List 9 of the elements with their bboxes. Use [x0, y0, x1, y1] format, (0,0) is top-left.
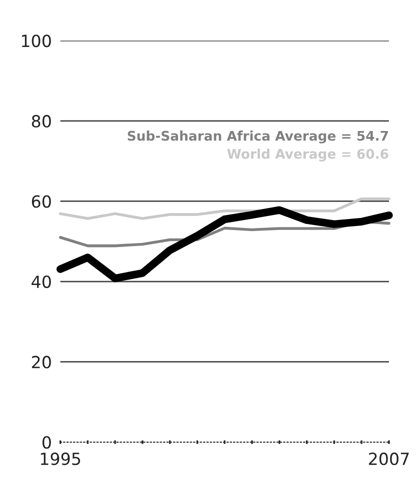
x-tick-label: 2007 — [368, 452, 409, 466]
y-tick-label: 20 — [32, 356, 51, 368]
y-tick-label: 0 — [42, 436, 51, 449]
y-tick-label: 80 — [32, 114, 51, 128]
y-tick-label: 60 — [32, 195, 51, 208]
x-tick-label: 1995 — [40, 452, 80, 466]
annotation: Sub-Saharan Africa Average = 54.7 — [128, 130, 388, 144]
y-tick-label: 40 — [32, 276, 51, 288]
y-tick-label: 100 — [22, 34, 51, 48]
